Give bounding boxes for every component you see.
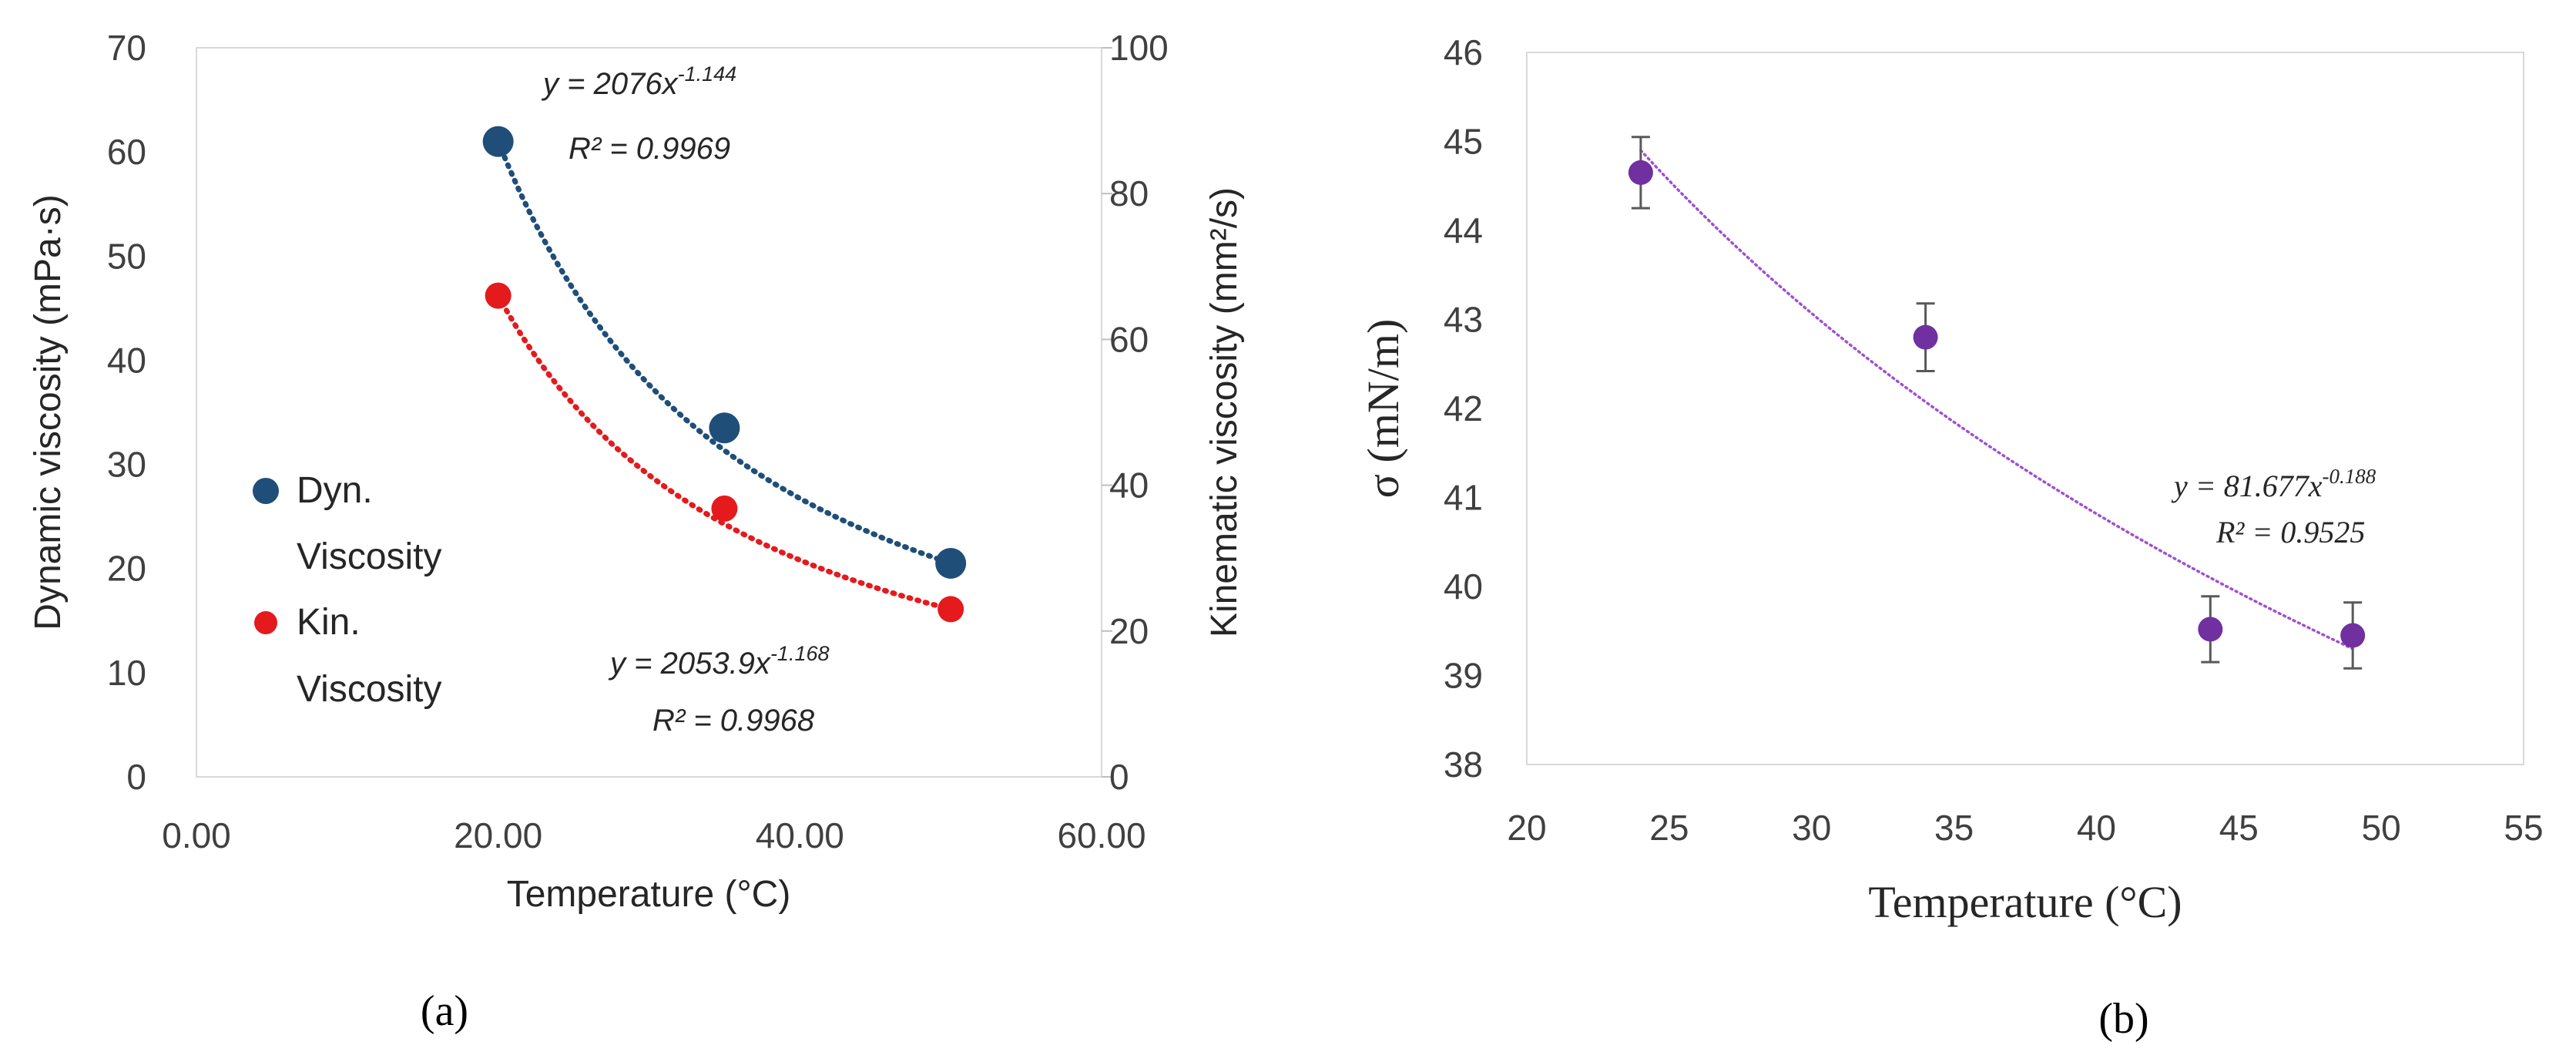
chart-b: 20 25 30 35 40 45 50 55 38 39 40 41 42 43 44 45 46 Temp… <box>1358 32 2544 1043</box>
chart-a-y2-tick-label: 20 <box>1109 611 1149 651</box>
chart-a-y-tick-label: 10 <box>107 653 146 693</box>
legend-label-kin-line1: Kin. <box>297 602 361 643</box>
chart-b-x-tick-label: 55 <box>2504 808 2543 848</box>
chart-a-x-tick-label: 60.00 <box>1057 815 1145 855</box>
chart-a-y2-tick-label: 40 <box>1109 465 1149 506</box>
chart-b-point <box>2340 623 2366 648</box>
chart-b-x-tick-label: 40 <box>2077 808 2116 848</box>
chart-b-x-tick-labels: 20 25 30 35 40 45 50 55 <box>1507 808 2543 848</box>
chart-b-panel-label: (b) <box>2098 995 2148 1043</box>
chart-a-x-tick-label: 0.00 <box>162 815 231 855</box>
chart-a-trendlines <box>495 139 954 612</box>
chart-b-point <box>1913 324 1938 350</box>
chart-b-y-tick-labels: 38 39 40 41 42 43 44 45 46 <box>1444 32 1483 785</box>
chart-b-r2: R² = 0.9525 <box>2215 515 2365 549</box>
chart-b-eq: y = 81.677x-0.188 R² = 0.9525 <box>2171 465 2376 549</box>
chart-a-panel-label: (a) <box>421 987 468 1035</box>
chart-a-y-tick-label: 70 <box>107 28 146 68</box>
chart-b-point <box>2198 617 2223 642</box>
chart-a-x-tick-label: 20.00 <box>454 815 542 855</box>
chart-b-points <box>1628 136 2366 670</box>
chart-b-x-tick-label: 45 <box>2219 808 2259 848</box>
chart-b-y-tick-label: 38 <box>1444 744 1483 785</box>
chart-b-y-tick-label: 43 <box>1444 300 1483 340</box>
chart-b-x-tick-label: 20 <box>1507 808 1546 848</box>
legend-label-kin-line2: Viscosity <box>297 669 442 710</box>
chart-a-y-tick-label: 0 <box>126 757 146 797</box>
chart-a-plot-border <box>196 47 1102 778</box>
chart-a-y-tick-label: 30 <box>107 445 146 485</box>
chart-a-eq-kin-exponent: -1.168 <box>770 642 830 665</box>
chart-a-y2-tick-label: 60 <box>1109 319 1149 359</box>
chart-a-trendline-kin <box>495 293 954 612</box>
chart-a-x-tick-labels: 0.00 20.00 40.00 60.00 <box>162 815 1145 855</box>
chart-b-trendline-path <box>1639 149 2354 650</box>
chart-a-y-tick-label: 40 <box>107 340 146 380</box>
chart-b-x-tick-label: 25 <box>1649 808 1689 848</box>
chart-b-x-tick-label: 50 <box>2362 808 2401 848</box>
chart-b-y-tick-label: 40 <box>1444 566 1483 607</box>
chart-a-y2-tick-label: 0 <box>1109 757 1129 797</box>
chart-b-y-tick-label: 39 <box>1444 656 1483 696</box>
chart-a: 0.00 20.00 40.00 60.00 0 10 20 30 40 50 60 70 0 20 4… <box>28 28 1245 1035</box>
chart-a-point-dyn <box>709 412 740 444</box>
chart-a-eq-dyn-exponent: -1.144 <box>678 62 737 86</box>
chart-b-point <box>1628 160 1653 185</box>
chart-a-eq-dyn-main: y = 2076x <box>541 67 679 101</box>
chart-a-y2-tick-label: 100 <box>1109 28 1169 68</box>
chart-b-trendline <box>1639 149 2354 650</box>
chart-a-eq-dyn: y = 2076x-1.144 R² = 0.9969 <box>541 62 736 166</box>
chart-b-y-tick-label: 41 <box>1444 478 1483 518</box>
legend-marker-kin <box>254 611 277 634</box>
chart-a-point-kin <box>937 596 964 623</box>
chart-b-plot-border <box>1526 52 2524 765</box>
chart-a-y-tick-labels: 0 10 20 30 40 50 60 70 <box>107 28 146 797</box>
chart-a-r2-dyn: R² = 0.9969 <box>569 132 730 166</box>
chart-b-eq-exponent: -0.188 <box>2323 465 2376 488</box>
chart-a-y-axis-title: Dynamic viscosity (mPa·s) <box>28 194 69 630</box>
chart-b-eq-main: y = 81.677x <box>2171 469 2323 503</box>
chart-a-y2-tick-label: 80 <box>1109 173 1149 213</box>
chart-a-eq-dyn-text: y = 2076x-1.144 <box>541 62 736 101</box>
chart-a-y2-axis-title: Kinematic viscosity (mm²/s) <box>1204 187 1245 637</box>
legend-marker-dyn <box>253 478 279 504</box>
chart-a-y2-tick-labels: 0 20 40 60 80 100 <box>1102 28 1169 797</box>
chart-b-y-axis-title: σ (mN/m) <box>1358 319 1408 499</box>
chart-a-eq-kin: y = 2053.9x-1.168 R² = 0.9968 <box>608 642 830 738</box>
chart-b-eq-text: y = 81.677x-0.188 <box>2171 465 2376 503</box>
chart-b-y-tick-label: 46 <box>1444 32 1483 72</box>
chart-a-y-tick-label: 60 <box>107 132 146 172</box>
chart-a-legend: Dyn. Viscosity Kin. Viscosity <box>253 470 442 710</box>
legend-label-dyn-line2: Viscosity <box>297 536 442 577</box>
chart-b-x-tick-label: 30 <box>1792 808 1831 848</box>
chart-a-points <box>482 126 967 623</box>
chart-a-eq-kin-main: y = 2053.9x <box>608 647 772 681</box>
chart-b-y-tick-label: 42 <box>1444 388 1483 428</box>
chart-a-x-tick-label: 40.00 <box>756 815 844 855</box>
chart-b-x-tick-label: 35 <box>1934 808 1974 848</box>
chart-a-trendline-dyn <box>495 139 954 566</box>
chart-a-r2-kin: R² = 0.9968 <box>652 704 815 738</box>
chart-a-point-kin <box>711 495 738 522</box>
chart-b-x-axis-title: Temperature (°C) <box>1868 877 2182 927</box>
chart-a-point-kin <box>485 282 512 309</box>
chart-a-x-axis-title: Temperature (°C) <box>507 874 791 915</box>
chart-a-y-tick-label: 50 <box>107 236 146 276</box>
legend-label-dyn-line1: Dyn. <box>297 470 373 511</box>
chart-a-y-tick-label: 20 <box>107 549 146 589</box>
chart-b-y-tick-label: 44 <box>1444 210 1483 250</box>
chart-b-y-tick-label: 45 <box>1444 122 1483 162</box>
chart-a-eq-kin-text: y = 2053.9x-1.168 <box>608 642 830 681</box>
chart-a-point-dyn <box>482 126 514 157</box>
chart-a-point-dyn <box>935 547 967 579</box>
